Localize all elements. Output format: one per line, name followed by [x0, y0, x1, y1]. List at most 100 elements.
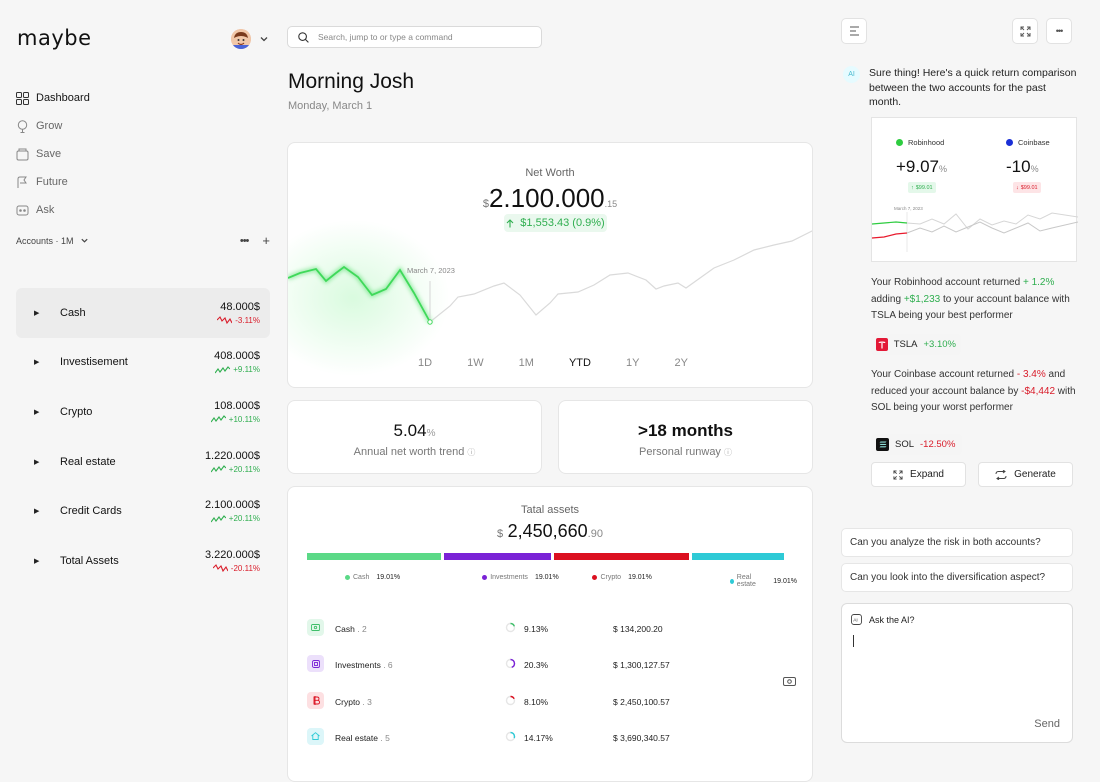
tab-period[interactable]: 2Y: [674, 357, 688, 369]
account-row[interactable]: ▶ Credit Cards 2.100.000$ +20.11%: [16, 486, 270, 536]
progress-ring: [505, 695, 516, 706]
suggestion-chip[interactable]: Can you analyze the risk in both account…: [841, 528, 1073, 557]
expand-triangle-icon[interactable]: ▶: [34, 359, 40, 367]
stat-card-runway: >18 months Personal runway ⓘ: [558, 400, 813, 474]
ask-header: AI Ask the AI?: [851, 614, 915, 625]
sidebar-item-dashboard[interactable]: Dashboard: [16, 84, 266, 112]
asset-category-row[interactable]: Investments . 6 20.3% $ 1,300,127.57: [307, 654, 787, 674]
fullscreen-button[interactable]: [1012, 18, 1038, 44]
sidebar-item-label: Dashboard: [36, 92, 90, 104]
accounts-period-select[interactable]: Accounts · 1M: [16, 235, 74, 246]
refresh-icon: [995, 469, 1007, 480]
cash-note-icon[interactable]: [783, 676, 796, 687]
legend-dot: [729, 578, 734, 584]
sidebar-item-grow[interactable]: Grow: [16, 112, 266, 140]
expand-triangle-icon[interactable]: ▶: [34, 508, 40, 516]
account-row[interactable]: ▶ Investisement 408.000$ +9.11%: [16, 338, 270, 388]
legend-dot: [345, 575, 350, 580]
ask-ai-input[interactable]: AI Ask the AI? Send: [841, 603, 1073, 743]
app-logo[interactable]: maybe: [17, 26, 92, 50]
category-percent: 14.17%: [524, 732, 553, 743]
progress-ring: [505, 658, 516, 669]
generate-button[interactable]: Generate: [978, 462, 1073, 487]
stat-value: 5.04%: [393, 421, 436, 440]
category-amount: $ 1,300,127.57: [613, 660, 670, 671]
tab-period[interactable]: YTD: [568, 357, 591, 369]
arrow-down-icon: ↓: [1016, 184, 1019, 191]
suggestion-chip[interactable]: Can you look into the diversification as…: [841, 563, 1073, 592]
sidebar-item-ask[interactable]: Ask: [16, 196, 266, 224]
svg-text:AI: AI: [853, 617, 858, 623]
user-avatar[interactable]: [231, 29, 251, 49]
category-name: Cash . 2: [335, 624, 367, 634]
tab-period[interactable]: 1Y: [625, 357, 640, 369]
tab-period[interactable]: 1D: [418, 357, 433, 369]
comparison-chart[interactable]: March 7, 2023: [872, 202, 1078, 262]
sparkline-icon: [217, 316, 233, 325]
send-button[interactable]: Send: [1034, 718, 1060, 730]
account-change: +9.11%: [214, 365, 260, 374]
robinhood-change-pill: ↑ $99.01: [908, 182, 936, 193]
chevron-down-icon[interactable]: [259, 34, 269, 44]
account-change: +20.11%: [205, 465, 260, 474]
net-worth-chart[interactable]: March 7, 2023: [288, 143, 813, 388]
add-account-icon[interactable]: +: [262, 233, 270, 248]
sidebar-item-label: Future: [36, 176, 68, 188]
page-title: Morning Josh: [288, 70, 415, 93]
sidebar-item-label: Grow: [36, 120, 63, 132]
category-amount: $ 134,200.20: [613, 624, 663, 634]
sidebar-nav: Dashboard Grow Save Future Ask: [16, 84, 266, 224]
more-options-button[interactable]: •••: [1046, 18, 1072, 44]
stat-label: Annual net worth trend ⓘ: [353, 446, 476, 458]
more-options-icon[interactable]: •••: [239, 234, 250, 247]
asset-category-row[interactable]: Crypto . 3 8.10% $ 2,450,100.57: [307, 691, 787, 711]
account-row[interactable]: ▶ Cash 48.000$ -3.11%: [16, 288, 270, 338]
toggle-panel-button[interactable]: [841, 18, 867, 44]
account-name: Total Assets: [60, 554, 119, 567]
account-row[interactable]: ▶ Real estate 1.220.000$ +20.11%: [16, 437, 270, 487]
info-icon: ⓘ: [724, 448, 732, 457]
asset-category-row[interactable]: Cash . 2 9.13% $ 134,200.20: [307, 618, 787, 638]
allocation-segment[interactable]: [554, 553, 689, 560]
sidebar-item-label: Save: [36, 148, 62, 160]
robinhood-summary: Your Robinhood account returned + 1.2% a…: [871, 277, 1070, 322]
allocation-segment[interactable]: [307, 553, 442, 560]
accounts-list: ▶ Cash 48.000$ -3.11% ▶ Investisement 408.000$…: [16, 288, 270, 586]
chevron-down-icon[interactable]: [80, 236, 89, 245]
allocation-segment[interactable]: [444, 553, 552, 560]
progress-ring: [505, 622, 516, 633]
tab-period[interactable]: 1W: [467, 357, 484, 369]
account-change: -20.11%: [205, 564, 260, 573]
search-input[interactable]: Search, jump to or type a command: [287, 26, 542, 48]
account-name: Crypto: [60, 405, 93, 418]
category-name: Real estate . 5: [335, 732, 390, 743]
save-icon: [16, 147, 36, 161]
total-assets-label: Tatal assets: [520, 504, 580, 516]
expand-button[interactable]: Expand: [871, 462, 966, 487]
expand-triangle-icon[interactable]: ▶: [34, 408, 40, 416]
account-amount: 1.220.000$: [204, 449, 260, 462]
expand-triangle-icon[interactable]: ▶: [34, 309, 40, 317]
expand-triangle-icon[interactable]: ▶: [34, 557, 40, 565]
account-row[interactable]: ▶ Crypto 108.000$ +10.11%: [16, 387, 270, 437]
legend-dot: [482, 575, 488, 580]
sidebar-item-future[interactable]: Future: [16, 168, 266, 196]
expand-triangle-icon[interactable]: ▶: [34, 458, 40, 466]
stat-value: >18 months: [638, 421, 733, 440]
allocation-bar[interactable]: [307, 553, 797, 560]
sparkline-icon: [210, 465, 226, 473]
info-icon: ⓘ: [467, 448, 476, 457]
category-name: Investments . 6: [335, 660, 393, 671]
solana-logo-icon: [876, 438, 889, 451]
allocation-segment[interactable]: [691, 553, 785, 560]
account-row[interactable]: ▶ Total Assets 3.220.000$ -20.11%: [16, 536, 270, 586]
asset-category-row[interactable]: Real estate . 5 14.17% $ 3,690,340.57: [307, 727, 787, 747]
tab-period[interactable]: 1M: [518, 357, 534, 369]
best-performer-chip[interactable]: TSLA +3.10%: [871, 334, 961, 355]
expand-icon: [893, 469, 903, 480]
sparkline-icon: [212, 564, 228, 573]
marker-dot: [427, 319, 433, 325]
worst-performer-chip[interactable]: SOL -12.50%: [871, 434, 962, 455]
sidebar-item-save[interactable]: Save: [16, 140, 266, 168]
currency-symbol: $: [482, 198, 489, 210]
